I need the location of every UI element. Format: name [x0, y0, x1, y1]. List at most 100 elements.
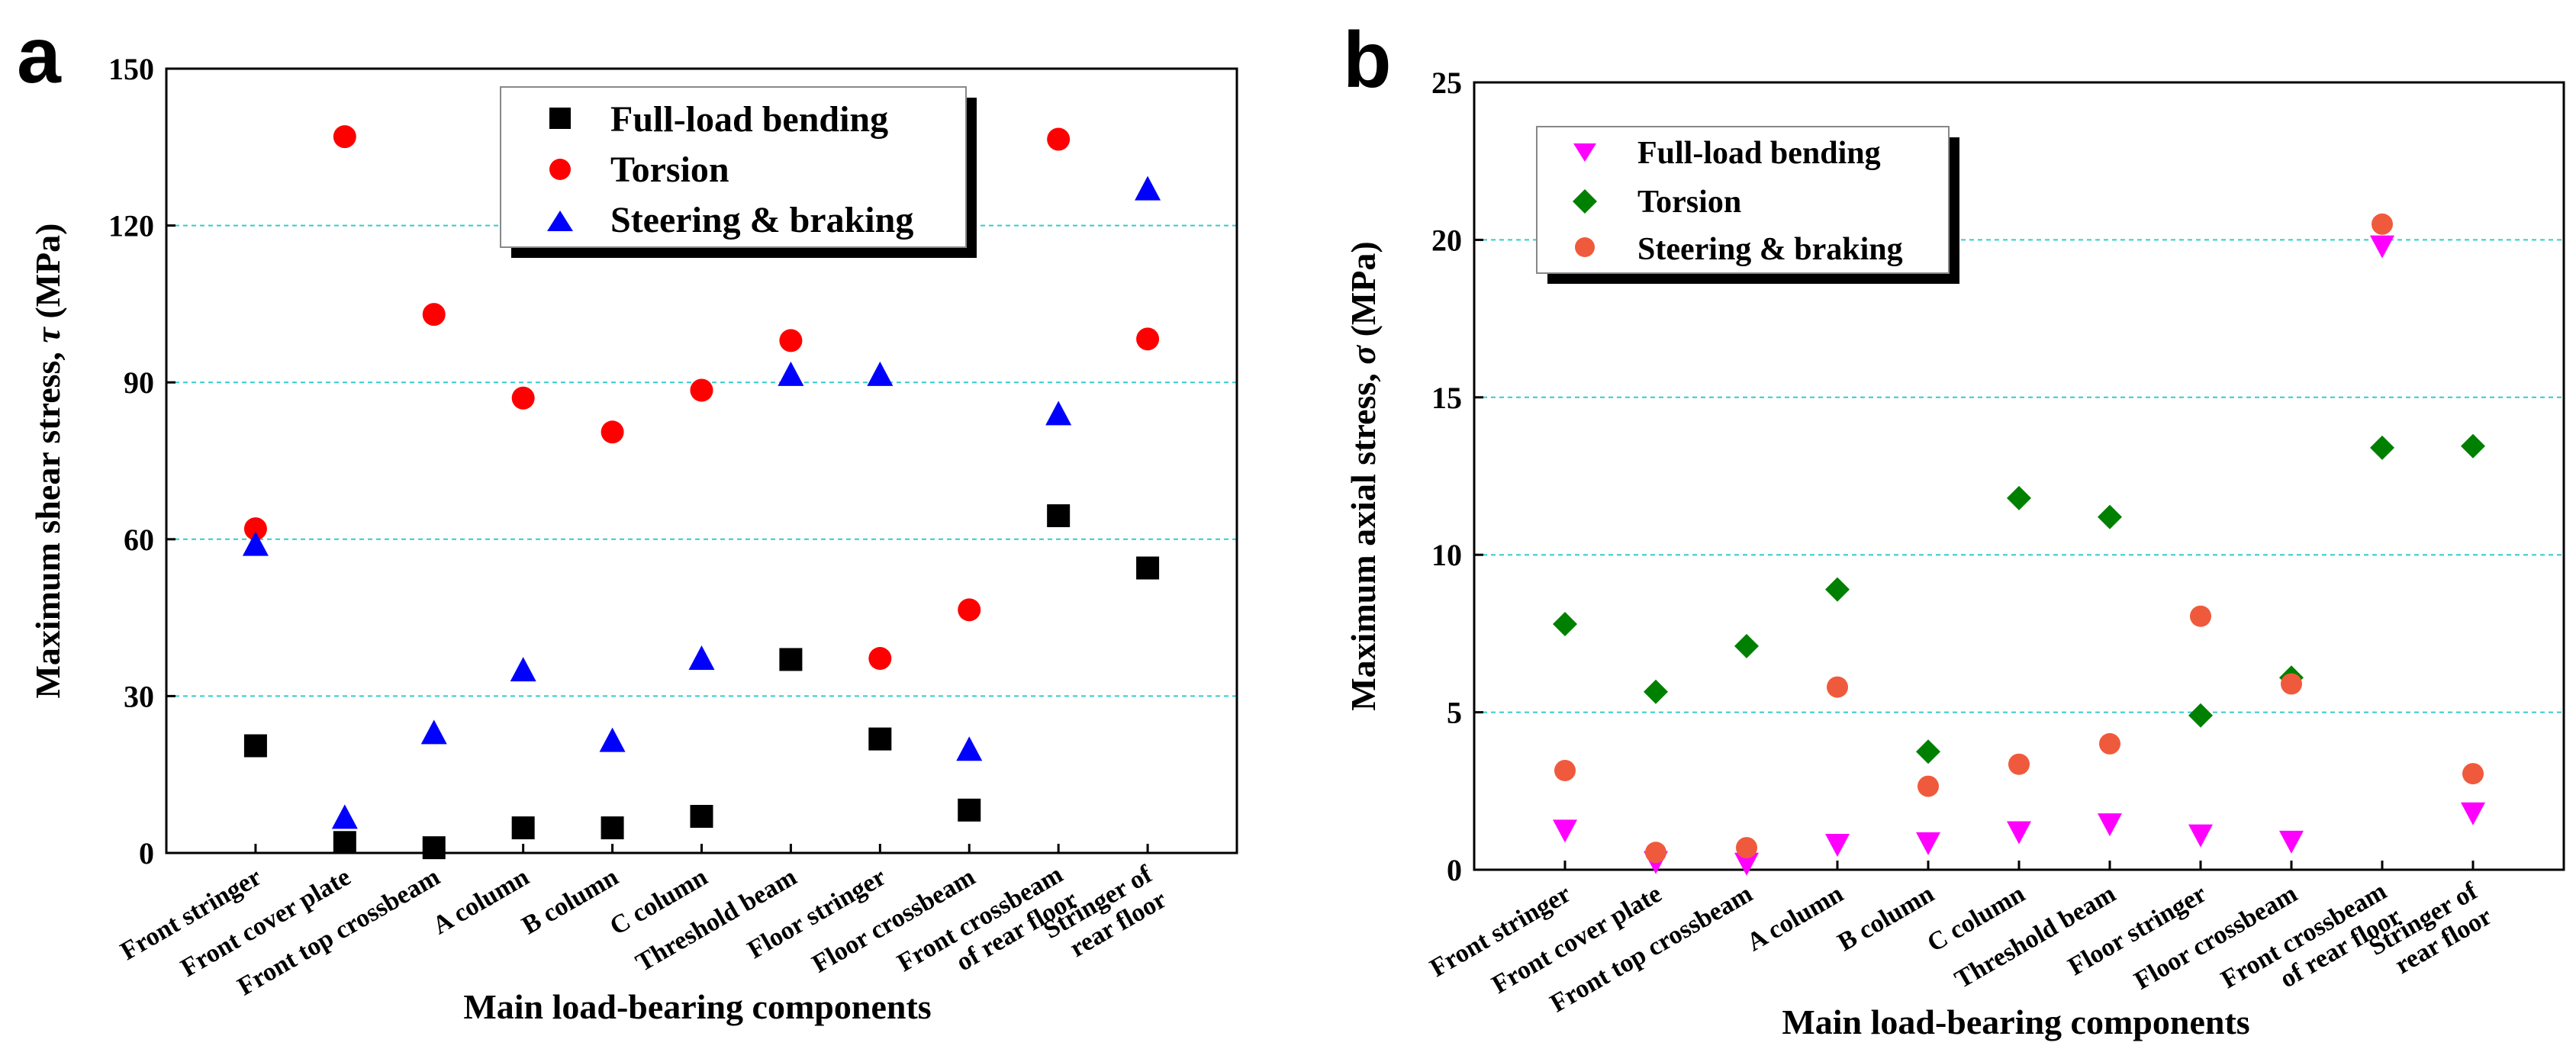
legend-triangle-marker	[547, 211, 573, 231]
data-point-circle	[2281, 673, 2302, 695]
data-point-triangle	[956, 736, 983, 761]
y-tick-label: 120	[108, 209, 154, 243]
data-point-square	[601, 816, 624, 840]
panel-a-y-ticks: 0 30 60 90 120 150	[108, 52, 175, 871]
legend-triangle-down-marker	[1573, 143, 1596, 162]
data-point-triangle	[688, 645, 715, 671]
data-point-diamond	[1825, 577, 1850, 602]
x-tick-label: Threshold beam	[1950, 880, 2120, 994]
data-point-diamond	[2007, 485, 2031, 510]
data-point-circle	[1918, 775, 1939, 797]
panel-a-legend: Full-load bending Torsion Steering & bra…	[500, 86, 977, 258]
panel-a-gridlines	[166, 224, 1237, 697]
data-point-circle	[779, 329, 803, 352]
data-point-circle	[2099, 732, 2120, 755]
y-tick-label: 10	[1431, 538, 1462, 572]
data-point-triangle-down	[1553, 819, 1577, 843]
data-point-square	[868, 727, 892, 751]
panel-b-marks	[1553, 213, 2485, 876]
data-point-square	[333, 831, 356, 854]
data-point-circle	[1736, 837, 1757, 859]
data-point-circle	[868, 647, 892, 671]
data-point-square	[1136, 556, 1160, 580]
data-point-diamond	[1916, 739, 1940, 764]
legend-b-item-2: Steering & braking	[1637, 232, 1903, 267]
data-point-triangle-down	[2188, 824, 2213, 848]
data-point-circle	[690, 378, 713, 402]
data-point-triangle	[599, 727, 626, 752]
data-point-diamond	[2098, 504, 2122, 529]
data-point-circle	[1827, 676, 1848, 698]
data-point-circle	[422, 303, 446, 327]
data-point-triangle	[331, 804, 358, 829]
data-point-diamond	[1553, 612, 1577, 637]
data-point-square	[779, 648, 803, 671]
panel-a-x-axis-title: Main load-bearing components	[463, 987, 931, 1026]
y-tick-label: 15	[1431, 381, 1462, 415]
y-tick-label: 150	[108, 52, 154, 86]
data-point-circle	[1136, 327, 1160, 351]
panel-b-y-axis-title: Maximum axial stress, σ (MPa)	[1344, 241, 1383, 710]
data-point-triangle	[420, 719, 447, 745]
panel-a-y-axis-title: Maximum shear stress, τ (MPa)	[28, 223, 67, 698]
data-point-circle	[2372, 213, 2393, 235]
data-point-circle	[958, 598, 981, 622]
x-tick-label: B column	[1833, 880, 1939, 957]
data-point-circle	[2462, 763, 2484, 785]
y-tick-label: 20	[1431, 223, 1462, 257]
data-point-triangle-down	[2098, 813, 2122, 837]
data-point-circle	[1554, 759, 1576, 781]
y-tick-label: 90	[124, 365, 154, 400]
data-point-triangle	[1045, 401, 1072, 426]
legend-square-marker	[549, 108, 571, 129]
data-point-triangle-down	[1825, 833, 1850, 857]
data-point-circle	[1047, 127, 1071, 151]
data-point-triangle-down	[2370, 235, 2394, 259]
y-tick-label: 25	[1431, 66, 1462, 100]
panel-b-legend: Full-load bending Torsion Steering & bra…	[1536, 126, 1959, 284]
data-point-square	[422, 836, 446, 860]
y-tick-label: 5	[1447, 696, 1462, 730]
data-point-diamond	[1734, 633, 1759, 658]
legend-a-item-2: Steering & braking	[610, 200, 913, 240]
data-point-triangle-down	[1916, 832, 1940, 855]
panel-a-marks	[242, 125, 1161, 860]
data-point-circle	[243, 517, 267, 541]
data-point-diamond	[2370, 435, 2394, 460]
legend-circle-marker	[549, 159, 571, 180]
panel-b-x-axis-title: Main load-bearing components	[1782, 1002, 2249, 1041]
panel-a-label: a	[17, 11, 62, 100]
panel-b-y-ticks: 0 5 10 15 20 25	[1431, 66, 1483, 887]
data-point-triangle	[242, 531, 269, 556]
panel-b-label: b	[1343, 16, 1392, 105]
x-tick-label: A column	[428, 863, 534, 941]
data-point-circle	[601, 420, 624, 444]
data-point-triangle	[778, 361, 804, 386]
data-point-circle	[1645, 842, 1666, 864]
y-tick-label: 0	[139, 836, 154, 871]
data-point-circle	[333, 125, 356, 149]
data-point-triangle	[510, 657, 536, 682]
data-point-circle	[511, 386, 535, 410]
legend-circle-marker	[1575, 237, 1595, 257]
data-point-square	[1047, 504, 1071, 527]
legend-b-item-1: Torsion	[1637, 185, 1741, 220]
x-tick-label: B column	[517, 863, 623, 941]
data-point-diamond	[2188, 703, 2213, 728]
data-point-square	[690, 805, 713, 829]
data-point-triangle	[867, 361, 894, 386]
panel-b-gridlines	[1474, 239, 2564, 713]
data-point-triangle-down	[2461, 802, 2485, 825]
x-tick-label: A column	[1742, 880, 1848, 957]
data-point-circle	[2008, 753, 2030, 775]
data-point-square	[511, 816, 535, 840]
legend-a-item-0: Full-load bending	[610, 99, 888, 140]
legend-b-item-0: Full-load bending	[1637, 136, 1881, 171]
y-tick-label: 0	[1447, 853, 1462, 887]
legend-diamond-marker	[1573, 189, 1597, 214]
data-point-triangle	[1135, 175, 1161, 201]
